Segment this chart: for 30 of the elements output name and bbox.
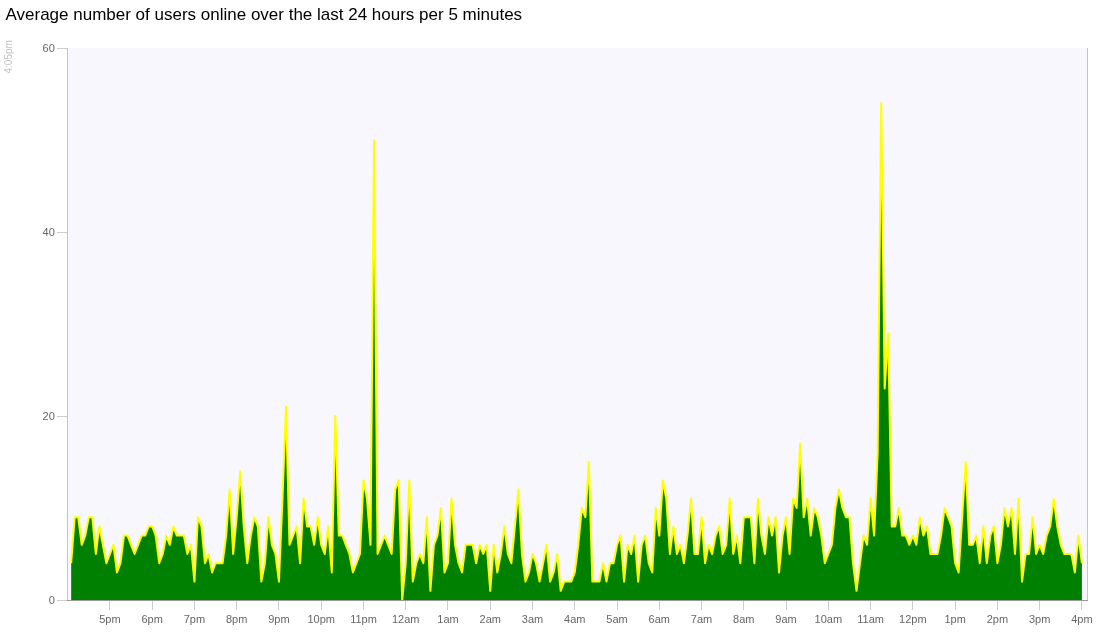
x-tick-label: 11am <box>857 613 884 626</box>
chart-title: Average number of users online over the last 24 hours per 5 minutes <box>5 4 523 24</box>
x-tick-label: 5am <box>606 613 628 626</box>
x-tick-label: 3pm <box>1028 613 1051 626</box>
y-tick-label: 60 <box>42 41 55 54</box>
x-tick-label: 3am <box>521 613 544 626</box>
x-tick-label: 6am <box>648 613 670 626</box>
x-tick-label: 7am <box>690 613 713 626</box>
x-tick-label: 2am <box>479 613 501 626</box>
x-tick-label: 5pm <box>99 613 121 626</box>
x-tick-label: 7pm <box>183 613 206 626</box>
y-tick-label: 40 <box>42 225 55 238</box>
x-tick-label: 1am <box>437 613 459 626</box>
y-tick-label: 20 <box>42 409 55 422</box>
x-tick-label: 2pm <box>986 613 1009 626</box>
x-tick-label: 9am <box>775 613 797 626</box>
x-tick-label: 12pm <box>899 613 927 626</box>
x-tick-label: 6pm <box>141 613 163 626</box>
x-tick-label: 1pm <box>944 613 966 626</box>
x-tick-label: 9pm <box>268 613 290 626</box>
x-tick-label: 10pm <box>307 613 335 626</box>
x-tick-label: 11pm <box>350 613 377 626</box>
x-tick-label: 8pm <box>225 613 248 626</box>
x-tick-label: 12am <box>391 613 420 626</box>
x-tick-label: 4am <box>564 613 586 626</box>
x-tick-label: 4pm <box>1071 613 1093 626</box>
text: 4:05pm <box>2 40 14 74</box>
y-tick-label: 0 <box>48 593 55 606</box>
x-tick-label: 10am <box>814 613 843 626</box>
x-tick-label: 8am <box>733 613 755 626</box>
